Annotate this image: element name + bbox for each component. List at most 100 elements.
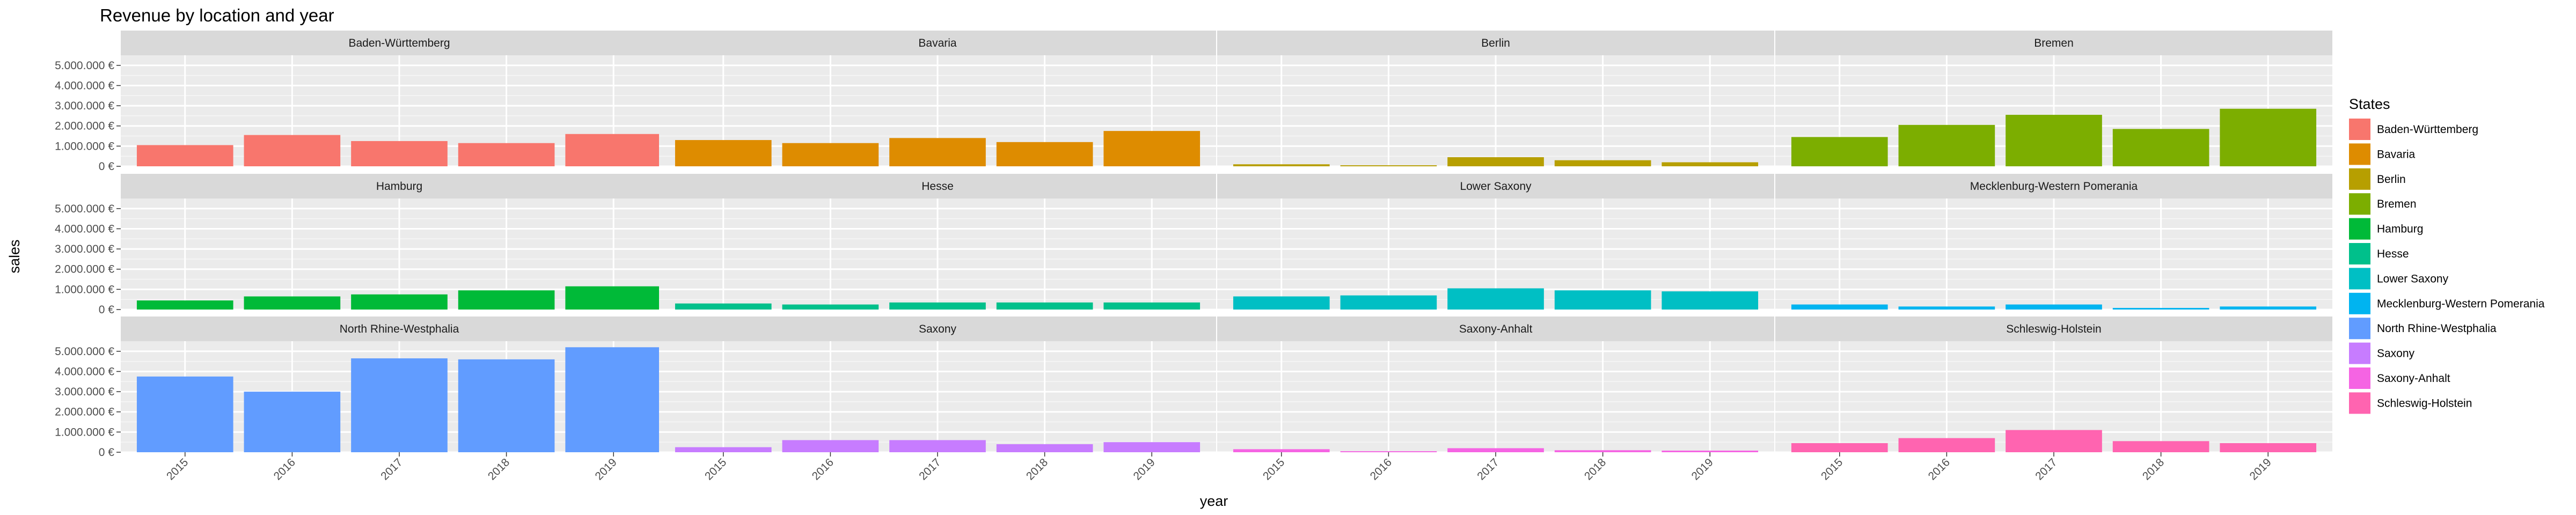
bar-hesse-2015 [675,303,772,310]
legend-item-saxony: Saxony [2349,342,2415,364]
legend-item-schleswig-holstein: Schleswig-Holstein [2349,392,2472,414]
facet-panel-lower-saxony: Lower Saxony [1217,174,1774,311]
bar-berlin-2019 [1662,162,1759,166]
legend-label: Saxony-Anhalt [2377,372,2450,385]
facet-strip [1775,317,2332,341]
legend-key [2349,292,2370,314]
y-tick-label: 4.000.000 € [55,365,114,378]
x-tick-label: 2018 [2140,456,2167,482]
facet-strip-label: Hesse [921,180,954,193]
x-tick-label: 2017 [378,456,405,482]
legend-key [2349,392,2370,414]
bar-saxony-anhalt-2019 [1662,450,1759,452]
bar-hesse-2017 [889,302,986,310]
y-tick-label: 3.000.000 € [55,386,114,398]
y-tick-label: 4.000.000 € [55,223,114,235]
bar-lower-saxony-2016 [1340,295,1437,310]
x-axis-title: year [1200,493,1228,509]
facet-strip [121,31,678,55]
x-tick-label: 2017 [917,456,943,482]
legend-key [2349,243,2370,264]
bar-lower-saxony-2017 [1447,288,1544,310]
bar-north-rhine-westphalia-2019 [565,347,662,452]
bar-lower-saxony-2018 [1554,290,1651,310]
legend-item-hamburg: Hamburg [2349,218,2423,240]
x-tick-label: 2017 [2033,456,2059,482]
y-tick-label: 5.000.000 € [55,345,114,358]
chart-title: Revenue by location and year [100,5,334,25]
facet-strip [659,31,1216,55]
bar-bremen-2019 [2220,108,2317,166]
facet-strip [121,174,678,198]
y-tick-label: 5.000.000 € [55,203,114,215]
bar-lower-saxony-2015 [1233,296,1330,310]
bar-baden-wurttemberg-2016 [244,135,341,166]
legend-item-hesse: Hesse [2349,243,2409,264]
facet-strip-label: Schleswig-Holstein [2006,323,2101,335]
y-tick-label: 1.000.000 € [55,140,114,152]
facet-strip [1217,317,1774,341]
bar-bremen-2017 [2006,115,2102,166]
legend-key [2349,268,2370,290]
facet-strip-label: Baden-Württemberg [348,37,450,49]
legend-key [2349,218,2370,240]
x-tick-label: 2019 [1131,456,1157,482]
bar-hamburg-2017 [351,294,448,310]
bar-north-rhine-westphalia-2015 [136,376,233,452]
bar-berlin-2016 [1340,165,1437,166]
facet-strip [121,317,678,341]
bar-bremen-2016 [1898,124,1995,166]
legend-key [2349,119,2370,140]
x-tick-label: 2016 [272,456,298,482]
facet-panel-bavaria: Bavaria [659,31,1216,167]
bar-hesse-2019 [1103,302,1201,310]
bar-saxony-anhalt-2017 [1447,448,1544,452]
facet-panel-bremen: Bremen [1775,31,2332,167]
facet-strip-label: Bremen [2034,37,2074,49]
bar-berlin-2018 [1554,160,1651,166]
legend-item-lower-saxony: Lower Saxony [2349,268,2449,290]
facet-strip [1775,31,2332,55]
facet-strip-label: Mecklenburg-Western Pomerania [1970,180,2138,193]
bar-saxony-2016 [782,440,879,452]
facet-panel-berlin: Berlin [1217,31,1774,167]
bar-baden-wurttemberg-2017 [351,141,448,166]
y-tick-label: 0 € [99,446,115,459]
legend-label: Lower Saxony [2377,273,2449,285]
facet-strip-label: Hamburg [376,180,422,193]
facet-panel-saxony: Saxony [659,317,1216,453]
facet-panels: Baden-Württemberg Bavaria Berlin Bremen Hamb… [121,31,2332,453]
legend-title: States [2349,96,2390,112]
facet-strip-label: Berlin [1481,37,1510,49]
facet-panel-schleswig-holstein: Schleswig-Holstein [1775,317,2332,453]
legend-item-saxony-anhalt: Saxony-Anhalt [2349,367,2450,389]
facet-strip [1217,31,1774,55]
bar-bremen-2018 [2112,129,2209,166]
bar-north-rhine-westphalia-2016 [244,392,341,452]
y-tick-label: 1.000.000 € [55,426,114,438]
bar-schleswig-holstein-2016 [1898,438,1995,452]
bar-bavaria-2015 [675,140,772,166]
x-tick-label: 2015 [702,456,729,482]
legend-label: Baden-Württemberg [2377,123,2478,136]
y-tick-label: 5.000.000 € [55,60,114,72]
y-tick-label: 0 € [99,304,115,316]
legend-label: Bavaria [2377,148,2416,160]
bar-hamburg-2016 [244,296,341,310]
legend-item-berlin: Berlin [2349,168,2406,190]
bar-hamburg-2015 [136,300,233,310]
bar-hamburg-2019 [565,286,662,310]
bar-hamburg-2018 [458,290,555,310]
legend-key [2349,318,2370,340]
bar-saxony-2015 [675,447,772,452]
bar-bavaria-2018 [996,142,1093,166]
legend-label: Saxony [2377,348,2415,360]
x-tick-label: 2018 [1024,456,1050,482]
y-tick-label: 2.000.000 € [55,120,114,133]
facet-panel-saxony-anhalt: Saxony-Anhalt [1217,317,1774,453]
facet-strip-label: Saxony [919,323,957,335]
bar-baden-wurttemberg-2015 [136,145,233,166]
bar-hesse-2018 [996,302,1093,310]
legend-item-mecklenburg-western-pomerania: Mecklenburg-Western Pomerania [2349,292,2545,314]
